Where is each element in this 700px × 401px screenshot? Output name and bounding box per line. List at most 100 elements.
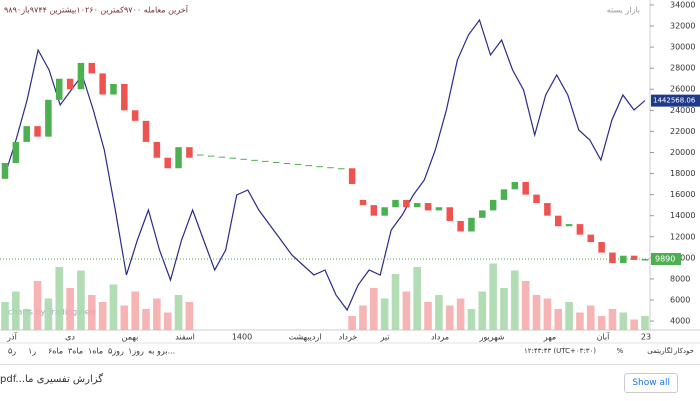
candle-body	[587, 234, 595, 243]
x-tick-label: آبان	[597, 332, 611, 342]
candle-body	[576, 224, 584, 235]
y-tick-label: 34000	[670, 0, 695, 9]
y-tick-label: 12000	[670, 232, 695, 241]
toolbar-button[interactable]: ۵ر	[8, 347, 16, 356]
volume-bar	[402, 291, 411, 330]
show-all-button[interactable]: Show all	[624, 373, 678, 393]
candle-body	[218, 156, 226, 158]
index-line	[4, 18, 646, 312]
candle-body	[359, 199, 367, 206]
candle-body	[23, 126, 30, 142]
volume-bar	[500, 288, 508, 330]
candle-body	[500, 189, 508, 200]
y-tick-label: 14000	[670, 211, 695, 220]
candle-body	[294, 164, 302, 166]
candle-body	[240, 158, 247, 160]
volume-bar	[44, 298, 53, 330]
candle-body	[45, 99, 52, 137]
candle-body	[1, 162, 9, 179]
volume-bar	[348, 316, 356, 330]
candle-body	[121, 83, 128, 111]
candle-body	[207, 155, 215, 157]
candle-body	[533, 194, 540, 204]
volume-bar	[55, 267, 64, 330]
candle-body	[609, 252, 616, 264]
candle-body	[446, 207, 453, 221]
candle-body	[175, 147, 182, 169]
toolbar-button[interactable]: ۱روز	[128, 347, 144, 356]
toolbar-button[interactable]: ۳ماه	[68, 347, 83, 356]
volume-bar	[359, 305, 367, 330]
toolbar-button[interactable]: ۱ر	[28, 347, 36, 356]
ohlc-legend: ۹۸۹۰آخرین معامله ۹۷۰۰کمترین ۱۰۲۶۰بیشترین…	[4, 5, 189, 15]
volume-bar	[424, 302, 432, 330]
last-price-label: 9890	[655, 254, 675, 263]
candle-body	[77, 62, 85, 90]
candle-body	[620, 255, 627, 264]
index-box	[651, 94, 700, 107]
volume-bar	[435, 295, 443, 330]
volume-bar	[489, 263, 497, 330]
candle-body	[413, 203, 421, 208]
x-tick-label: مهر	[543, 333, 556, 342]
candle-body	[630, 255, 638, 260]
volume-bar	[131, 291, 139, 330]
y-tick-label: 24000	[670, 106, 695, 115]
candle-body	[186, 147, 193, 158]
y-tick-label: 10000	[670, 253, 695, 262]
y-tick-label: 26000	[670, 85, 695, 94]
volume-bar	[619, 312, 628, 330]
toolbar-button[interactable]: ۶ماه	[48, 347, 63, 356]
volume-bar	[521, 281, 530, 330]
volume-bar	[380, 298, 389, 330]
candle-body	[544, 203, 551, 216]
candle-body	[283, 162, 291, 164]
toolbar-option[interactable]: خودکار	[673, 347, 694, 355]
candle-body	[251, 159, 258, 161]
toolbar-option[interactable]: %	[617, 347, 624, 355]
candle-body	[34, 126, 41, 137]
y-tick-label: 16000	[670, 190, 695, 199]
y-tick-label: 32000	[670, 22, 695, 31]
y-tick-label: 6000	[670, 295, 690, 304]
download-bar: pdf...گزارش تفسیری ما Show all	[0, 364, 700, 401]
toolbar-button[interactable]: ۱ماه	[88, 347, 103, 356]
volume-bar	[554, 309, 563, 330]
volume-bar	[77, 270, 85, 330]
candle-body	[12, 141, 20, 163]
volume-bar	[576, 312, 584, 330]
candle-body	[435, 207, 443, 211]
toolbar-option[interactable]: ۱۲:۴۳:۴۳ (UTC+۰۳:۳۰)	[524, 347, 596, 355]
x-tick-label: تیر	[379, 333, 389, 342]
y-tick-label: 20000	[670, 148, 695, 157]
toolbar-button[interactable]: ۵روز	[108, 347, 124, 356]
volume-bar	[22, 309, 31, 330]
candle-body	[316, 166, 323, 168]
y-tick-label: 28000	[670, 64, 695, 73]
toolbar-button[interactable]: برو به...	[148, 347, 175, 356]
candle-body	[131, 110, 139, 121]
market-status: بازار بسته	[607, 6, 640, 15]
candle-body	[479, 210, 486, 218]
candle-body	[424, 203, 432, 211]
volume-bar	[153, 298, 161, 330]
candle-body	[457, 220, 464, 232]
volume-bar	[532, 295, 541, 330]
volume-bar	[413, 267, 421, 330]
toolbar-option[interactable]: لگاریتمی	[647, 346, 672, 355]
volume-bar	[185, 302, 194, 330]
candle-body	[565, 224, 573, 227]
volume-bar	[478, 291, 487, 330]
x-tick-label: آذر	[6, 332, 17, 342]
x-tick-label: دی	[65, 333, 75, 342]
x-tick-label: اردیبهشت	[289, 333, 322, 342]
volume-bar	[608, 309, 617, 330]
candle-body	[598, 242, 605, 253]
candle-body	[153, 141, 161, 158]
y-tick-label: 30000	[670, 43, 695, 52]
download-file[interactable]: pdf...گزارش تفسیری ما	[0, 374, 104, 385]
y-tick-label: 18000	[670, 169, 695, 178]
candle-body	[554, 215, 562, 227]
candle-body	[370, 205, 378, 216]
x-tick-label: 1400	[232, 333, 252, 342]
